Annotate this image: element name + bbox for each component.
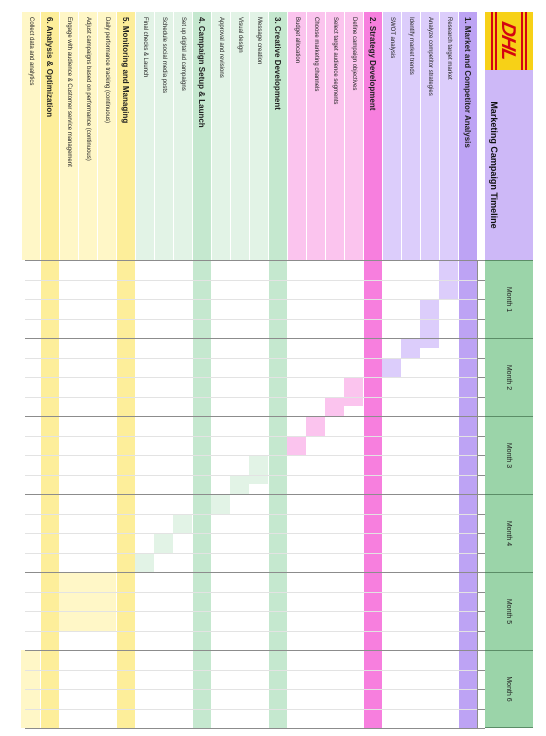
month-header-5: Month 5: [485, 572, 533, 650]
week-gridline: [25, 630, 485, 632]
week-gridline: [25, 669, 485, 671]
logo-wordmark: DHL: [497, 19, 519, 63]
task-bar: [59, 572, 78, 631]
month-gridline: [25, 572, 485, 573]
task-label: Set up digital ad campaigns: [173, 12, 192, 260]
week-tick: [477, 630, 485, 632]
task-label: SWOT analysis: [382, 12, 401, 260]
week-tick: [477, 435, 485, 437]
week-gridline: [25, 396, 485, 398]
week-tick: [477, 708, 485, 710]
task-bar: [154, 533, 173, 553]
phase-heading: 4. Campaign Setup & Launch: [192, 12, 211, 260]
phase-heading: 2. Strategy Development: [363, 12, 382, 260]
week-gridline: [25, 513, 485, 515]
task-label: Daily performance tracking (continuous): [97, 12, 116, 260]
week-tick: [477, 552, 485, 554]
week-gridline: [25, 435, 485, 437]
task-bar: [97, 572, 116, 631]
month-gridline: [25, 416, 485, 417]
task-label: Select target audience segments: [325, 12, 344, 260]
week-gridline: [25, 552, 485, 554]
task-bar: [420, 299, 439, 348]
task-bar: [344, 377, 363, 407]
week-gridline: [25, 279, 485, 281]
week-tick: [477, 377, 485, 378]
task-bar: [230, 474, 249, 494]
week-tick: [477, 611, 485, 612]
week-gridline: [25, 689, 485, 690]
week-tick: [477, 318, 485, 320]
week-tick: [477, 455, 485, 456]
week-tick: [477, 396, 485, 398]
task-bar: [401, 338, 420, 358]
week-gridline: [25, 533, 485, 534]
task-label: Approval and revisions: [211, 12, 230, 260]
week-tick: [477, 357, 485, 359]
task-bar: [325, 396, 344, 416]
task-bar: [382, 357, 401, 377]
task-label: Engage with audience & Customer service …: [59, 12, 78, 260]
task-label: Adjust campaigns based on performance (c…: [78, 12, 97, 260]
task-bar: [287, 435, 306, 455]
week-tick: [477, 591, 485, 593]
month-gridline: [25, 728, 485, 729]
task-label: Define campaign objectives: [344, 12, 363, 260]
task-label: Schedule social media posts: [154, 12, 173, 260]
phase-heading: 1. Market and Competitor Analysis: [458, 12, 477, 260]
week-gridline: [25, 357, 485, 359]
task-bar: [211, 494, 230, 514]
task-label: Final checks & Launch: [135, 12, 154, 260]
task-label: Visual design: [230, 12, 249, 260]
week-tick: [477, 669, 485, 671]
week-tick: [477, 689, 485, 690]
month-header-1: Month 1: [485, 260, 533, 338]
task-label: Research target market: [439, 12, 458, 260]
week-tick: [477, 299, 485, 300]
week-tick: [477, 533, 485, 534]
week-gridline: [25, 611, 485, 612]
task-bar: [249, 455, 268, 485]
week-tick: [477, 513, 485, 515]
phase-heading: 5. Monitoring and Managing: [116, 12, 135, 260]
task-label: Identify market trends: [401, 12, 420, 260]
task-bar: [78, 572, 97, 631]
timeline-title: Marketing Campaign Timeline: [485, 70, 533, 260]
month-gridline: [25, 260, 485, 261]
phase-heading: 6. Analysis & Optimization: [40, 12, 59, 260]
month-gridline: [25, 650, 485, 651]
task-label: Analyze competitor strategies: [420, 12, 439, 260]
week-gridline: [25, 591, 485, 593]
dhl-logo: DHL: [485, 12, 533, 70]
week-gridline: [25, 455, 485, 456]
month-gridline: [25, 494, 485, 495]
task-label: Message creation: [249, 12, 268, 260]
task-bar: [135, 552, 154, 572]
month-header-3: Month 3: [485, 416, 533, 494]
task-bar: [306, 416, 325, 436]
week-tick: [477, 279, 485, 281]
task-bar: [173, 513, 192, 533]
week-gridline: [25, 377, 485, 378]
month-header-2: Month 2: [485, 338, 533, 416]
phase-heading: 3. Creative Development: [268, 12, 287, 260]
week-tick: [477, 474, 485, 476]
task-label: Budget allocation: [287, 12, 306, 260]
month-gridline: [25, 338, 485, 339]
task-label: Collect data and analytics: [21, 12, 40, 260]
week-gridline: [25, 474, 485, 476]
month-header-4: Month 4: [485, 494, 533, 572]
week-gridline: [25, 708, 485, 710]
week-gridline: [25, 318, 485, 320]
task-label: Choose marketing channels: [306, 12, 325, 260]
month-header-6: Month 6: [485, 650, 533, 728]
week-gridline: [25, 299, 485, 300]
